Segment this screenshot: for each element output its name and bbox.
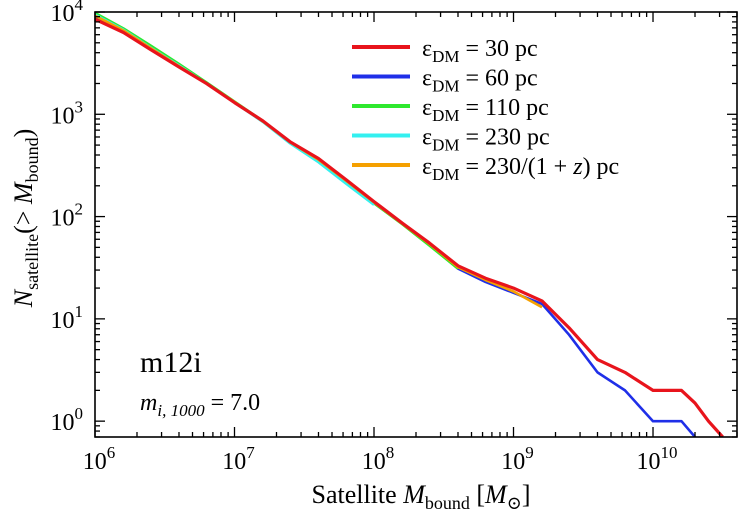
tick-layer xyxy=(94,11,738,438)
legend-symbol: ε xyxy=(422,66,432,92)
x-tick-label-base: 10 xyxy=(83,449,107,475)
x-axis-title-sub: bound xyxy=(425,493,470,513)
legend-sub: DM xyxy=(432,106,459,125)
legend-eq: = 30 pc xyxy=(459,36,537,62)
legend-eq: = 230 pc xyxy=(459,125,549,151)
legend-label-4: εDM = 230/(1 + z) pc xyxy=(422,154,619,184)
y-axis-title-var: N xyxy=(9,288,38,308)
x-tick-label-base: 10 xyxy=(637,449,661,475)
legend-label-1: εDM = 60 pc xyxy=(422,66,538,96)
x-tick-label-base: 10 xyxy=(222,449,246,475)
legend-eq: = 230/(1 + xyxy=(459,154,573,180)
annotation-param-eq: = 7.0 xyxy=(205,390,261,416)
series-line-0 xyxy=(95,17,724,437)
y-tick-label: 104 xyxy=(51,0,84,27)
x-tick-label: 108 xyxy=(362,443,395,475)
y-tick-label-base: 10 xyxy=(51,410,75,436)
legend-sub: DM xyxy=(432,77,459,96)
x-tick-label: 109 xyxy=(501,443,534,475)
y-axis-title: Nsatellite(> Mbound) xyxy=(9,129,42,309)
series-line-3 xyxy=(95,13,375,206)
y-tick-label-exp: 0 xyxy=(75,404,84,423)
x-tick-label-base: 10 xyxy=(501,449,525,475)
legend-sub: DM xyxy=(432,47,459,66)
y-tick-label-base: 10 xyxy=(51,1,75,27)
y-tick-label-exp: 3 xyxy=(75,97,84,116)
annotation-param-var: m xyxy=(140,390,157,416)
x-tick-label-exp: 10 xyxy=(661,443,678,462)
legend-var: z xyxy=(572,154,583,180)
legend-label-2: εDM = 110 pc xyxy=(422,95,549,125)
legend-symbol: ε xyxy=(422,125,432,151)
series-layer xyxy=(95,12,724,437)
legend-eq: = 110 pc xyxy=(459,95,548,121)
x-tick-label-exp: 8 xyxy=(386,443,395,462)
legend-sub: DM xyxy=(432,136,459,155)
legend-sub: DM xyxy=(432,165,459,184)
legend-label-3: εDM = 230 pc xyxy=(422,125,550,155)
y-tick-label: 103 xyxy=(51,97,84,129)
annotation-param-sub: i, 1000 xyxy=(157,401,205,420)
x-tick-label: 106 xyxy=(83,443,116,475)
y-axis-title-mid: (> xyxy=(9,204,38,234)
y-tick-label: 100 xyxy=(51,404,84,436)
y-tick-label-exp: 2 xyxy=(75,200,84,219)
y-tick-label-exp: 4 xyxy=(75,0,84,14)
x-axis-title-unit-close: ] xyxy=(522,480,531,509)
y-axis-title-sub2: bound xyxy=(22,137,42,182)
y-tick-label-base: 10 xyxy=(51,308,75,334)
x-axis-title-var: M xyxy=(402,480,426,509)
legend-eq: = 60 pc xyxy=(459,66,537,92)
x-axis-title-unit-sub: ⊙ xyxy=(507,493,522,513)
legend-symbol: ε xyxy=(422,95,432,121)
legend-label-0: εDM = 30 pc xyxy=(422,36,538,66)
x-tick-label: 1010 xyxy=(637,443,678,475)
y-axis-title-sub: satellite xyxy=(22,234,42,290)
y-tick-label-exp: 1 xyxy=(75,302,84,321)
y-tick-label: 102 xyxy=(51,200,84,232)
series-line-2 xyxy=(95,12,459,270)
y-tick-label: 101 xyxy=(51,302,84,334)
x-axis-title-prefix: Satellite xyxy=(312,480,404,509)
plot-frame xyxy=(94,11,738,438)
y-tick-label-base: 10 xyxy=(51,206,75,232)
legend-symbol: ε xyxy=(422,36,432,62)
annotation-label: m12i xyxy=(140,346,202,379)
x-tick-label-exp: 6 xyxy=(107,443,116,462)
annotation-param: mi, 1000 = 7.0 xyxy=(140,390,260,420)
x-tick-label-exp: 7 xyxy=(246,443,255,462)
y-axis-title-var2: M xyxy=(9,181,38,205)
x-axis-title: Satellite Mbound [M⊙] xyxy=(312,480,531,513)
legend-tail: ) pc xyxy=(583,154,620,180)
y-tick-label-base: 10 xyxy=(51,103,75,129)
x-tick-label-base: 10 xyxy=(362,449,386,475)
x-axis-title-unit-var: M xyxy=(484,480,508,509)
x-axis-title-unit-open: [ xyxy=(470,480,485,509)
x-tick-label: 107 xyxy=(222,443,255,475)
x-tick-label-exp: 9 xyxy=(525,443,534,462)
y-axis-title-close: ) xyxy=(9,129,38,138)
legend-symbol: ε xyxy=(422,154,432,180)
